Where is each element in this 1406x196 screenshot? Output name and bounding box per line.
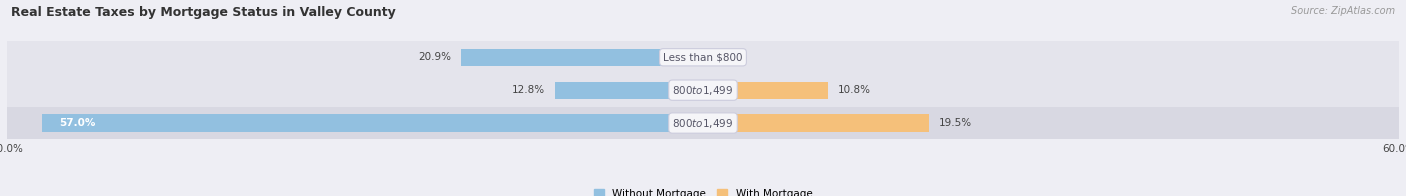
Legend: Without Mortgage, With Mortgage: Without Mortgage, With Mortgage: [593, 189, 813, 196]
Bar: [7, 41, 1399, 74]
Bar: [461, 49, 703, 66]
Bar: [554, 82, 703, 99]
Text: Real Estate Taxes by Mortgage Status in Valley County: Real Estate Taxes by Mortgage Status in …: [11, 6, 396, 19]
Text: 12.8%: 12.8%: [512, 85, 546, 95]
Text: Source: ZipAtlas.com: Source: ZipAtlas.com: [1291, 6, 1395, 16]
Text: 57.0%: 57.0%: [59, 118, 96, 128]
Text: 20.9%: 20.9%: [419, 52, 451, 62]
Text: Less than $800: Less than $800: [664, 52, 742, 62]
Text: 10.8%: 10.8%: [838, 85, 870, 95]
Text: 19.5%: 19.5%: [938, 118, 972, 128]
Bar: [703, 114, 929, 132]
Bar: [703, 49, 704, 66]
Text: $800 to $1,499: $800 to $1,499: [672, 84, 734, 97]
Text: 0.15%: 0.15%: [714, 52, 747, 62]
Bar: [7, 107, 1399, 140]
Bar: [7, 74, 1399, 107]
Bar: [42, 114, 703, 132]
Text: $800 to $1,499: $800 to $1,499: [672, 117, 734, 130]
Bar: [703, 82, 828, 99]
